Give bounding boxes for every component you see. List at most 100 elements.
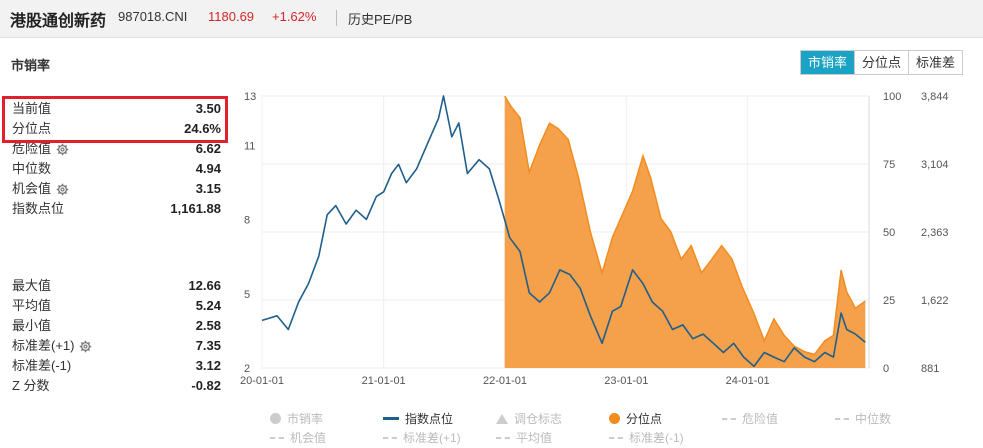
dash-icon	[722, 417, 736, 420]
percentile-axis-tick-label: 75	[883, 159, 895, 171]
stat-mean: 平均值 5.24	[12, 296, 221, 316]
percentile-line	[504, 95, 866, 356]
left-axis-tick-label: 11	[244, 140, 255, 152]
legend-label: 平均值	[516, 431, 553, 445]
stat-min: 最小值 2.58	[12, 316, 221, 336]
stat-value: 12.66	[188, 278, 221, 293]
stat-label: Z 分数	[12, 378, 50, 393]
index-axis-tick-label: 881	[921, 363, 939, 375]
legend-label: 标准差(-1)	[629, 431, 684, 445]
stat-label: 中位数	[12, 161, 52, 176]
stat-value: 6.62	[195, 141, 221, 156]
stat-label: 机会值	[12, 181, 52, 196]
stat-current-value: 当前值 3.50	[12, 99, 221, 119]
stat-std-plus: 标准差(+1) 7.35	[12, 336, 221, 356]
index-price: 1180.69	[208, 9, 255, 24]
gear-icon[interactable]	[79, 340, 92, 353]
percentile-axis-tick-label: 100	[883, 91, 901, 103]
legend-label: 分位点	[626, 412, 663, 426]
stat-label: 分位点	[12, 121, 52, 136]
stat-z-score: Z 分数 -0.82	[12, 376, 221, 396]
legend-item[interactable]: 调仓标志	[496, 410, 562, 427]
legend-item[interactable]: 中位数	[835, 410, 891, 427]
x-axis-tick-label: 24-01-01	[726, 375, 770, 387]
dash-icon	[270, 436, 284, 439]
chart-svg[interactable]: 258111302550751008811,6222,3633,1043,844…	[0, 80, 983, 395]
percentile-axis-tick-label: 0	[883, 363, 889, 375]
index-axis-tick-label: 1,622	[921, 295, 949, 307]
legend-item[interactable]: 分位点	[609, 410, 662, 427]
stat-label: 平均值	[12, 298, 52, 313]
stat-opportunity-value: 机会值 3.15	[12, 179, 221, 199]
dash-icon	[835, 417, 849, 420]
stat-value: 24.6%	[184, 121, 221, 136]
legend-label: 指数点位	[405, 412, 454, 426]
dash-icon	[609, 436, 623, 439]
stat-label: 标准差(+1)	[12, 338, 75, 353]
stat-value: 4.94	[195, 161, 221, 176]
circle-icon	[270, 413, 281, 424]
stat-max: 最大值 12.66	[12, 276, 221, 296]
index-name: 港股通创新药	[10, 13, 107, 30]
left-axis-tick-label: 13	[244, 91, 256, 103]
section-title: 市销率	[11, 58, 51, 73]
stat-std-minus: 标准差(-1) 3.12	[12, 356, 221, 376]
valuation-chart[interactable]: 2 5 8 11 13 0 25 50 75 100 881 1,622 2,363 3,104 3,844…	[0, 80, 983, 395]
highlight-box	[2, 96, 228, 143]
legend-label: 中位数	[855, 412, 892, 426]
x-axis-tick-label: 23-01-01	[604, 375, 648, 387]
left-axis-tick-label: 2	[244, 363, 250, 375]
stat-value: 3.15	[195, 181, 221, 196]
stat-label: 标准差(-1)	[12, 358, 72, 373]
stat-value: 7.35	[195, 338, 221, 353]
stat-label: 当前值	[12, 101, 52, 116]
stat-value: 5.24	[195, 298, 221, 313]
gear-icon[interactable]	[56, 183, 69, 196]
index-code: 987018.CNI	[118, 9, 188, 24]
stat-label-wrap: 标准差(+1)	[12, 336, 92, 356]
stat-value: -0.82	[191, 378, 221, 393]
triangle-icon	[496, 413, 508, 424]
stat-value: 3.12	[195, 358, 221, 373]
index-axis-tick-label: 2,363	[921, 227, 949, 239]
metric-tabs: 市销率 分位点 标准差	[800, 50, 964, 75]
legend-item[interactable]: 指数点位	[383, 410, 453, 427]
gear-icon[interactable]	[56, 143, 69, 156]
percentile-axis-tick-label: 50	[883, 227, 895, 239]
stat-label-wrap: 危险值	[12, 139, 69, 159]
legend-item[interactable]: 标准差(-1)	[609, 429, 684, 446]
legend-label: 危险值	[742, 412, 779, 426]
legend-label: 机会值	[290, 431, 327, 445]
stat-danger-value: 危险值 6.62	[12, 139, 221, 159]
legend-label: 市销率	[287, 412, 324, 426]
index-axis-tick-label: 3,844	[921, 91, 949, 103]
history-stats-panel: 最大值 12.66 平均值 5.24 最小值 2.58 标准差(+1) 7.35…	[12, 276, 221, 396]
x-axis-tick-label: 22-01-01	[483, 375, 527, 387]
line-icon	[383, 417, 399, 420]
legend-item[interactable]: 市销率	[270, 410, 323, 427]
tab-ps-ratio[interactable]: 市销率	[801, 51, 855, 74]
left-axis-tick-label: 8	[244, 215, 250, 227]
x-axis-tick-label: 21-01-01	[362, 375, 406, 387]
x-axis-tick-label: 20-01-01	[240, 375, 284, 387]
title-bar: 港股通创新药 987018.CNI 1180.69 +1.62% 历史PE/PB	[0, 0, 983, 38]
legend-item[interactable]: 平均值	[496, 429, 552, 446]
stat-percentile: 分位点 24.6%	[12, 119, 221, 139]
stat-label: 指数点位	[12, 201, 65, 216]
legend-item[interactable]: 标准差(+1)	[383, 429, 461, 446]
tab-percentile[interactable]: 分位点	[854, 51, 909, 74]
legend-item[interactable]: 危险值	[722, 410, 778, 427]
left-axis-tick-label: 5	[244, 289, 250, 301]
history-pe-pb-link[interactable]: 历史PE/PB	[348, 12, 413, 27]
current-stats-panel: 当前值 3.50 分位点 24.6% 危险值 6.62 中位数 4.94 机会值…	[12, 99, 221, 219]
stat-label-wrap: 机会值	[12, 179, 69, 199]
index-line	[261, 95, 866, 368]
stat-label: 最小值	[12, 318, 52, 333]
divider	[336, 10, 337, 26]
stat-label: 最大值	[12, 278, 52, 293]
stat-median: 中位数 4.94	[12, 159, 221, 179]
tab-std-dev[interactable]: 标准差	[908, 51, 963, 74]
dash-icon	[496, 436, 510, 439]
stat-value: 1,161.88	[170, 201, 221, 216]
legend-item[interactable]: 机会值	[270, 429, 326, 446]
